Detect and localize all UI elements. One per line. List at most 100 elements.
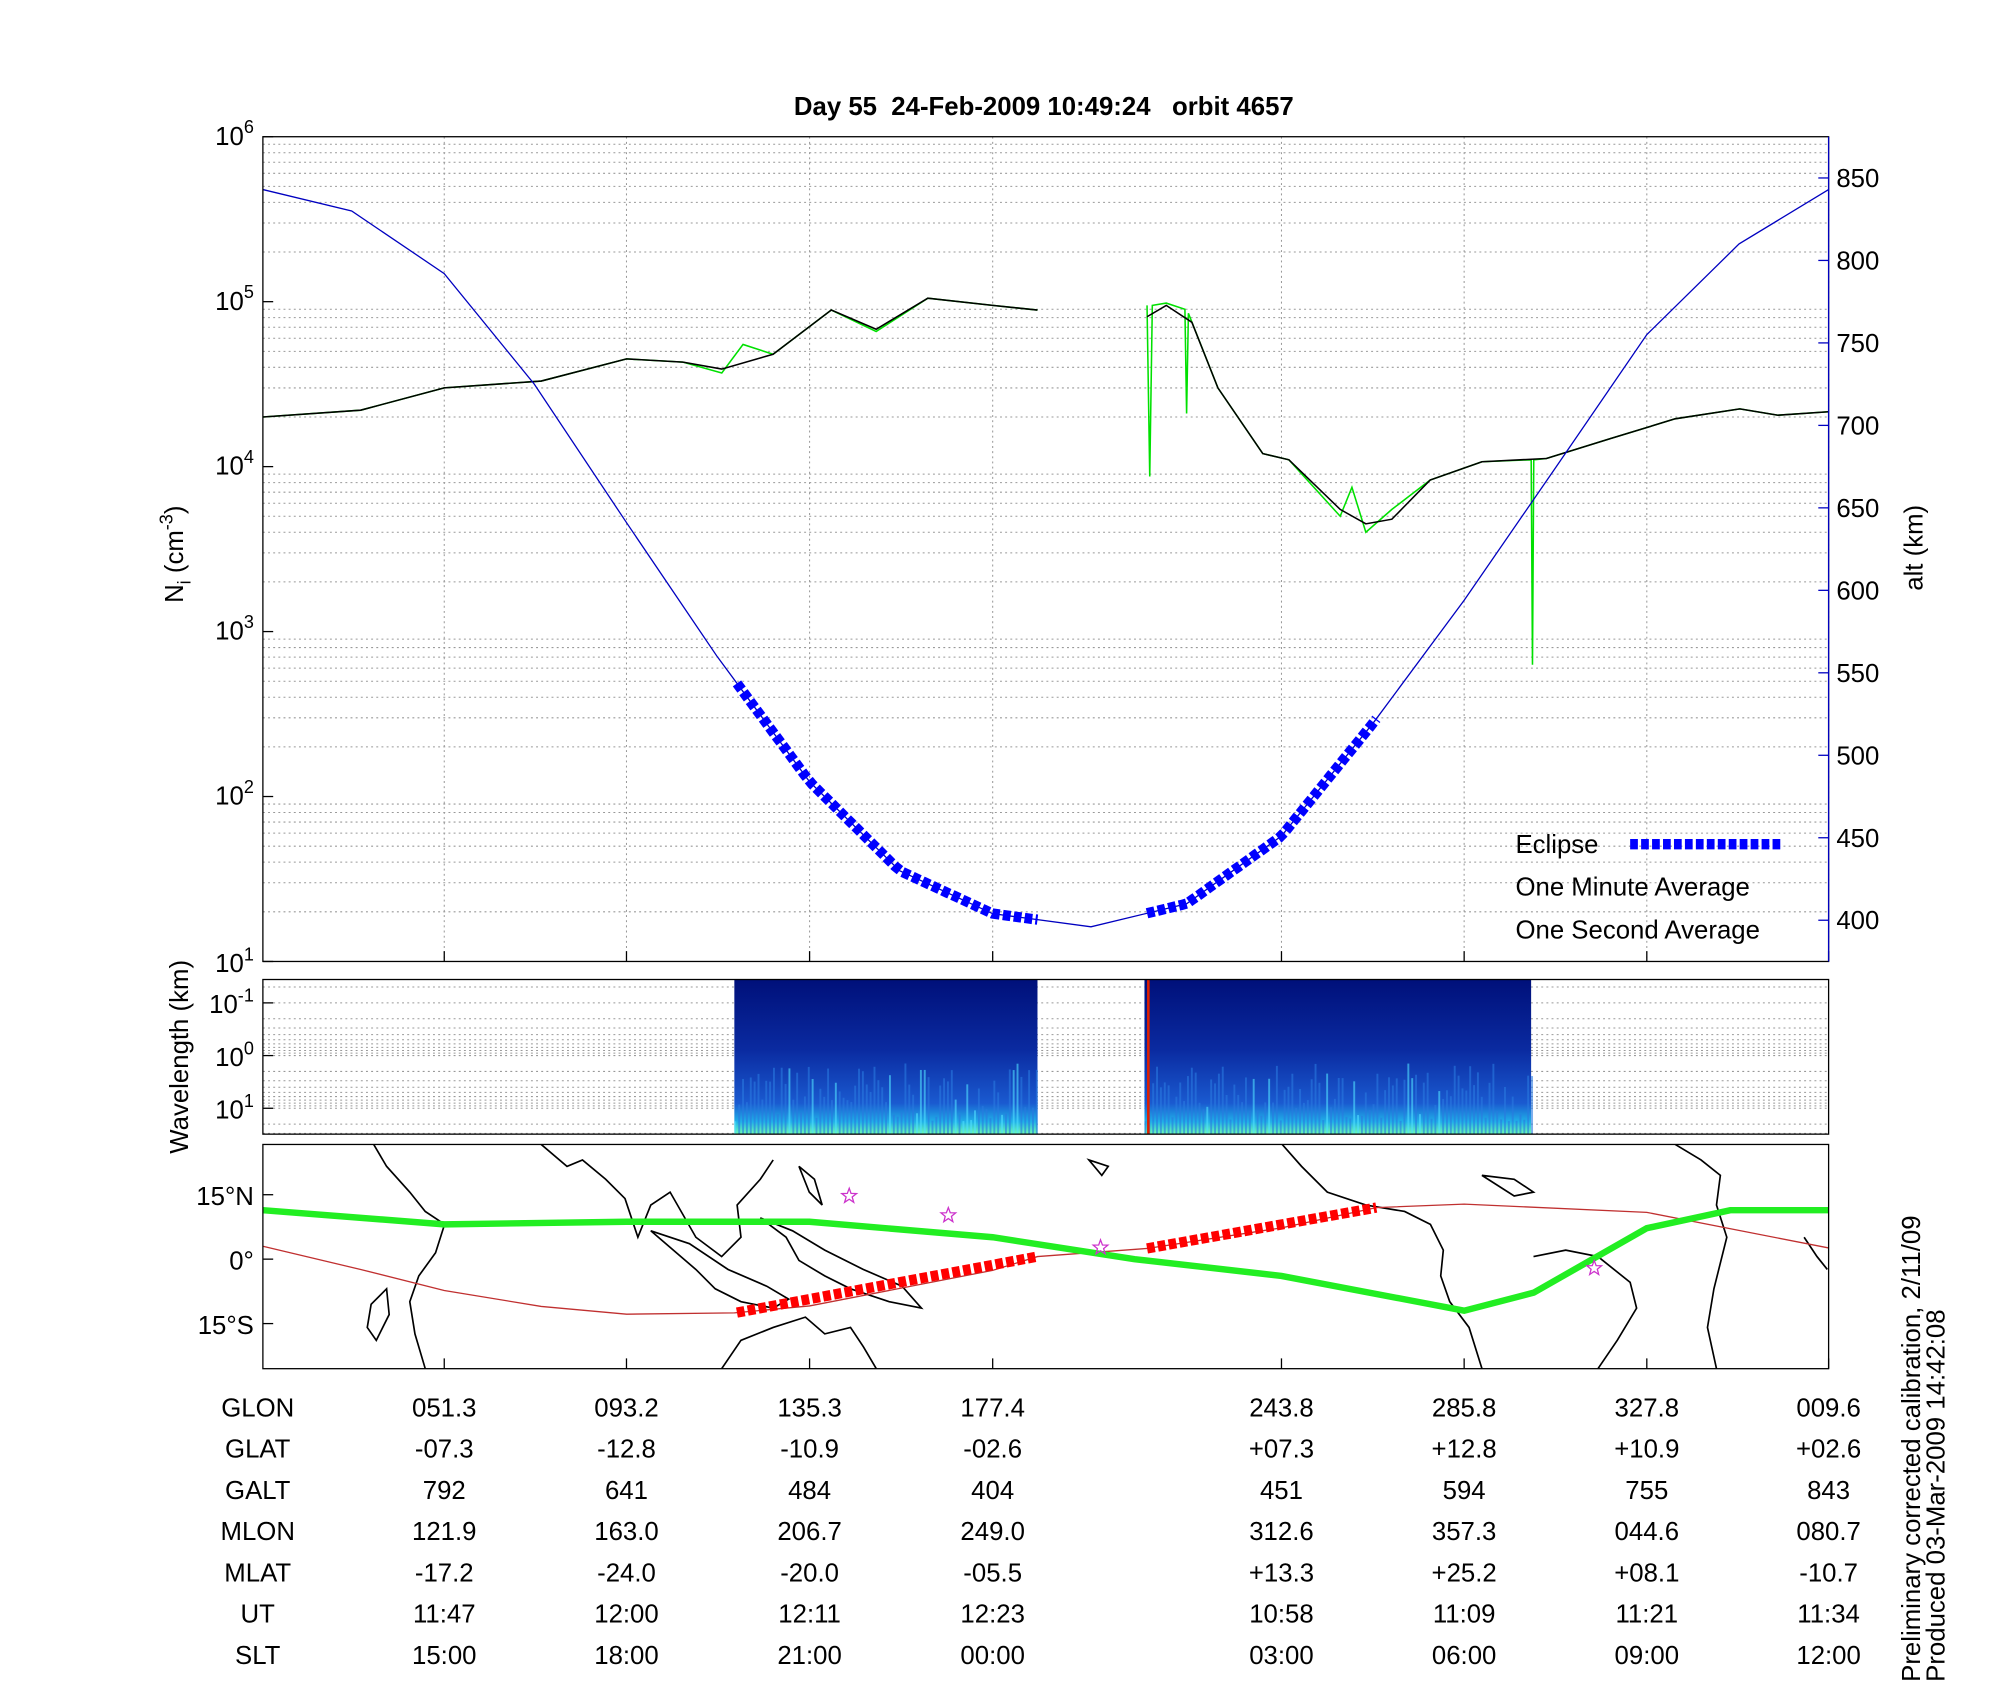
spectrogram-streak bbox=[1426, 1072, 1429, 1135]
y2-axis-label: alt (km) bbox=[1901, 505, 1929, 591]
spectrogram-streak bbox=[927, 1077, 930, 1135]
spectrogram-streak bbox=[792, 1099, 795, 1135]
table-cell: 404 bbox=[971, 1477, 1014, 1505]
y-tick-label: 10-1 bbox=[209, 986, 254, 1020]
spectrogram-streak bbox=[931, 1120, 934, 1135]
star-marker bbox=[1091, 1237, 1110, 1256]
spectrogram-streak bbox=[1194, 1072, 1197, 1135]
y-axis-label-sub: i bbox=[175, 580, 195, 584]
spectrogram-streak bbox=[1001, 1114, 1004, 1135]
spectrogram-streak bbox=[1372, 1104, 1375, 1135]
spectrogram-streak bbox=[1364, 1092, 1367, 1135]
y-axis-label-end: ) bbox=[161, 506, 189, 515]
y-axis-label: Wavelength (km) bbox=[166, 960, 194, 1154]
table-row-label: MLAT bbox=[224, 1559, 291, 1587]
y-tick-label: 0° bbox=[229, 1247, 254, 1275]
table-row-label: UT bbox=[241, 1601, 276, 1629]
y-tick-label: 105 bbox=[215, 282, 254, 316]
spectrogram-streak bbox=[819, 1088, 822, 1135]
spectrogram-streak bbox=[1403, 1079, 1406, 1135]
spectrogram-streak bbox=[923, 1069, 926, 1135]
table-cell: 15:00 bbox=[412, 1642, 476, 1670]
spectrogram-streak bbox=[896, 1116, 899, 1135]
table-cell: 18:00 bbox=[594, 1642, 658, 1670]
spectrogram-streak bbox=[900, 1112, 903, 1135]
spectrogram-streak bbox=[1418, 1114, 1421, 1135]
table-cell: +08.1 bbox=[1614, 1559, 1679, 1587]
y-axis-label-unit: (cm bbox=[161, 530, 189, 580]
spectrogram-streak bbox=[1004, 1113, 1007, 1135]
spectrogram-streak bbox=[827, 1068, 830, 1135]
spectrogram-streak bbox=[904, 1063, 907, 1135]
spectrogram-streak bbox=[815, 1117, 818, 1135]
y2-tick-label: 600 bbox=[1836, 577, 1879, 605]
spectrogram-streak bbox=[1299, 1089, 1302, 1135]
y2-tick-label: 800 bbox=[1836, 247, 1879, 275]
spectrogram-streak bbox=[858, 1068, 860, 1135]
spectrogram-streak bbox=[888, 1075, 891, 1135]
y2-tick-label: 650 bbox=[1836, 495, 1879, 523]
spectrogram-streak bbox=[1198, 1102, 1201, 1135]
spectrogram-streak bbox=[1268, 1078, 1271, 1135]
altitude-line bbox=[262, 188, 1829, 928]
spectrogram-streak bbox=[1473, 1085, 1476, 1135]
spectrogram-streak bbox=[1144, 1121, 1147, 1135]
spectrogram-streak bbox=[1480, 1096, 1483, 1135]
spectrogram-streak bbox=[1357, 1115, 1360, 1135]
spectrogram-texture bbox=[734, 1063, 1038, 1135]
spectrogram-streak bbox=[873, 1066, 876, 1135]
spectrogram-streak bbox=[1314, 1063, 1317, 1135]
spectrogram-streak bbox=[1221, 1066, 1224, 1135]
y-tick-label-exponent: -1 bbox=[238, 986, 254, 1006]
spectrogram-streak bbox=[943, 1078, 946, 1135]
y-tick-label-base: 10 bbox=[209, 991, 238, 1019]
spectrogram-streak bbox=[962, 1121, 965, 1135]
spectrogram-streak bbox=[1318, 1082, 1321, 1135]
spectrogram-streak bbox=[761, 1099, 764, 1135]
legend-label: Eclipse bbox=[1515, 831, 1598, 859]
spectrogram-streak bbox=[950, 1070, 953, 1135]
spectrogram-streak bbox=[1515, 1120, 1518, 1135]
spectrogram-streak bbox=[916, 1113, 918, 1135]
table-cell: 06:00 bbox=[1432, 1642, 1496, 1670]
map-marks bbox=[262, 1186, 1829, 1318]
table-cell: 11:21 bbox=[1616, 1601, 1679, 1629]
spectrogram-streak bbox=[850, 1101, 853, 1135]
spectrogram-streak bbox=[842, 1097, 845, 1135]
table-row-label: GLON bbox=[221, 1394, 294, 1422]
spectrogram-streak bbox=[912, 1094, 915, 1135]
spectrogram-streak bbox=[742, 1078, 745, 1135]
coastline bbox=[540, 1144, 774, 1258]
y2-tick-label: 400 bbox=[1836, 907, 1879, 935]
y-tick-label-exponent: 0 bbox=[244, 1038, 254, 1058]
coastline bbox=[372, 1144, 446, 1369]
spectrogram-streak bbox=[1163, 1082, 1166, 1135]
spectrogram-streak bbox=[1333, 1098, 1336, 1135]
coastline bbox=[1086, 1158, 1110, 1177]
spectrogram-streak bbox=[1020, 1076, 1023, 1135]
spectrogram-streak bbox=[1446, 1090, 1448, 1135]
y2-tick-label: 850 bbox=[1836, 165, 1879, 193]
spectrogram-streak bbox=[1442, 1098, 1445, 1135]
spectrogram-streak bbox=[1523, 1119, 1526, 1135]
coastline bbox=[798, 1165, 823, 1206]
spectrogram-streak bbox=[1388, 1077, 1390, 1135]
spectrogram-streak bbox=[1422, 1082, 1425, 1135]
y-axis-label: Ni (cm-3) bbox=[157, 506, 195, 603]
table-cell: 484 bbox=[788, 1477, 831, 1505]
star-marker bbox=[939, 1205, 958, 1224]
table-row-label: GALT bbox=[225, 1477, 291, 1505]
x-tick-label: 243.8 bbox=[1249, 1394, 1313, 1422]
spectrogram-streak bbox=[1461, 1088, 1464, 1135]
y-tick-label: 15°S bbox=[198, 1312, 254, 1340]
spectrogram-streak bbox=[1330, 1107, 1332, 1135]
density-line bbox=[262, 297, 1829, 525]
spectrogram-streak bbox=[865, 1084, 868, 1135]
track-line bbox=[262, 1203, 1829, 1315]
spectrogram-streak bbox=[1368, 1109, 1371, 1135]
spectrogram-streak bbox=[1384, 1090, 1387, 1135]
spectrogram-streak bbox=[1531, 1076, 1534, 1135]
spectrogram-streak bbox=[861, 1071, 864, 1135]
coastline bbox=[759, 1217, 924, 1310]
y-tick-label-base: 10 bbox=[215, 453, 244, 481]
